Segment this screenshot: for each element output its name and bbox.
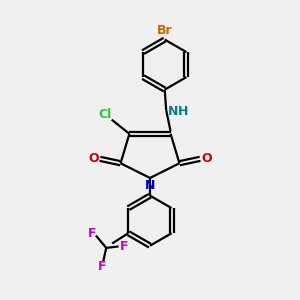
Text: F: F	[120, 240, 128, 253]
Text: O: O	[88, 152, 99, 165]
Text: N: N	[168, 105, 178, 118]
Text: H: H	[177, 105, 188, 118]
Text: Cl: Cl	[98, 108, 112, 121]
Text: O: O	[201, 152, 212, 165]
Text: N: N	[145, 178, 155, 192]
Text: F: F	[88, 227, 96, 240]
Text: Br: Br	[157, 24, 172, 37]
Text: F: F	[98, 260, 106, 273]
